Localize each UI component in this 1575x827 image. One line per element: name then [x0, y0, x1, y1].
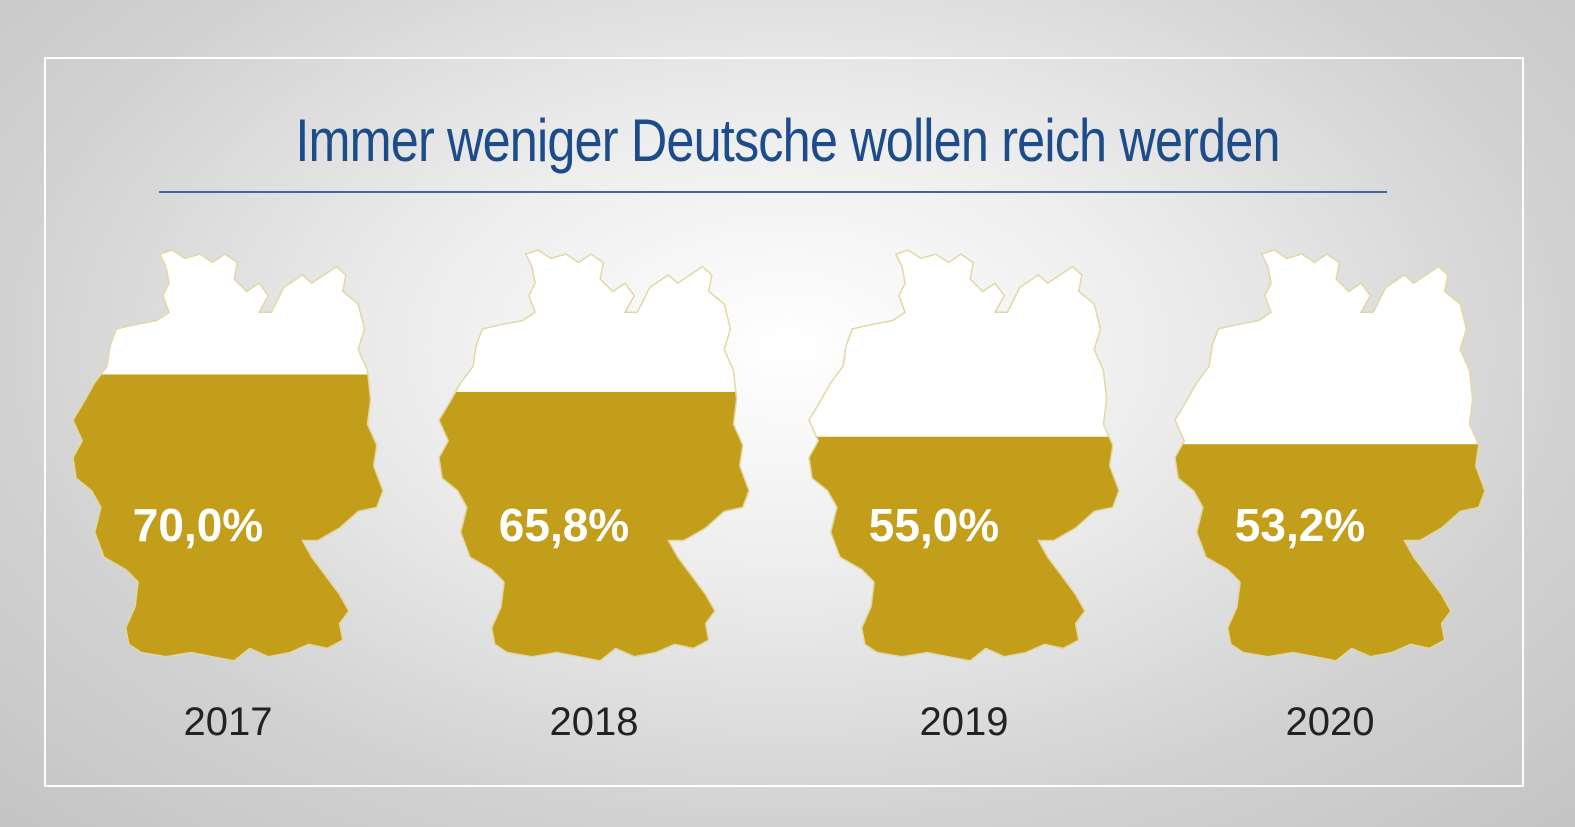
map-outline [73, 250, 383, 661]
frame-border [44, 57, 1524, 787]
map-2020: 53,2% 2020 [1170, 250, 1490, 744]
maps-layer: 70,0% 2017 65,8% 2018 55,0% 2019 53,2% 2020 [68, 250, 1490, 744]
value-label: 55,0% [869, 499, 999, 551]
map-2017: 70,0% 2017 [68, 250, 388, 744]
map-fill-bar [1175, 444, 1485, 661]
map-fill-bar [809, 436, 1119, 661]
map-outline [809, 250, 1119, 661]
value-label: 70,0% [133, 499, 263, 551]
chart-title: Immer weniger Deutsche wollen reich werd… [295, 107, 1280, 174]
map-2018: 65,8% 2018 [434, 250, 754, 744]
year-label: 2019 [920, 700, 1009, 744]
year-label: 2018 [550, 700, 639, 744]
map-outline [439, 250, 749, 661]
map-2019: 55,0% 2019 [804, 250, 1124, 744]
value-label: 65,8% [499, 499, 629, 551]
value-label: 53,2% [1235, 499, 1365, 551]
map-outline [1175, 250, 1485, 661]
title-underline [159, 191, 1387, 193]
year-label: 2020 [1286, 700, 1375, 744]
year-label: 2017 [184, 700, 273, 744]
